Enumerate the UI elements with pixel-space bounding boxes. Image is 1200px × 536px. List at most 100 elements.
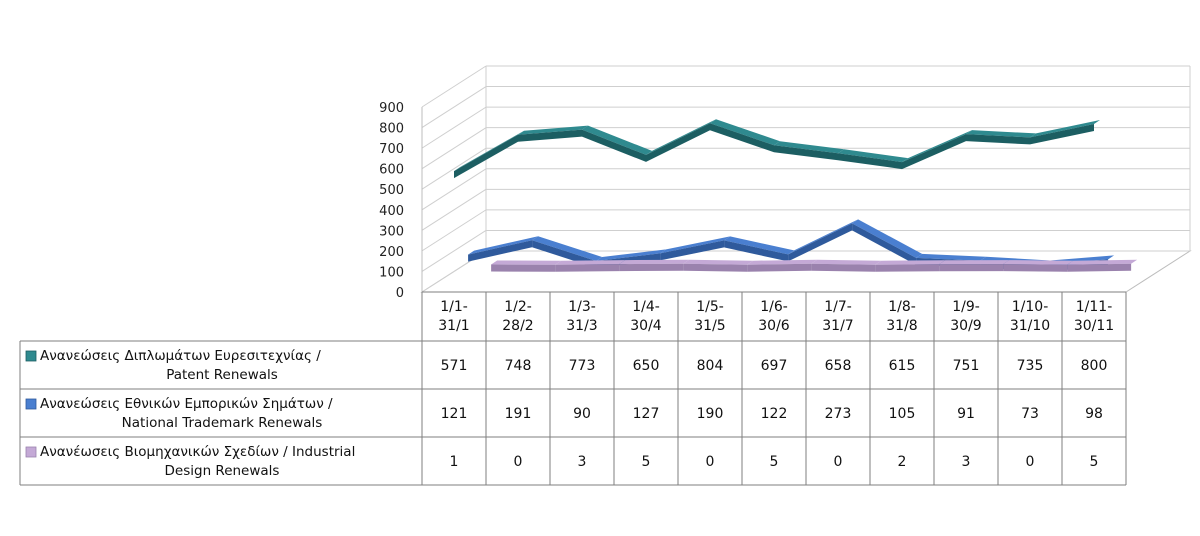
category-label: 31/5 <box>694 318 725 334</box>
table-cell-value: 650 <box>633 358 660 374</box>
y-tick-label: 700 <box>379 142 404 157</box>
ribbon-top <box>491 260 562 265</box>
category-label: 1/4- <box>632 299 660 315</box>
legend-label: Ανανέωσεις Βιομηχανικών Σχεδίων / Indust… <box>40 444 355 460</box>
y-tick-label: 500 <box>379 183 404 198</box>
table-cell-value: 5 <box>770 454 779 470</box>
ribbon-front <box>454 134 518 179</box>
ribbon-front <box>683 263 748 272</box>
ribbon-top <box>582 125 652 155</box>
ribbon-front <box>582 129 646 162</box>
category-label: 31/8 <box>886 318 917 334</box>
table-cell-value: 0 <box>706 454 715 470</box>
legend-label: Patent Renewals <box>166 367 278 383</box>
ribbon-top <box>596 249 667 261</box>
ribbon-top <box>619 259 690 265</box>
ribbon-top <box>454 130 524 172</box>
table-cell-value: 697 <box>761 358 788 374</box>
table-cell-value: 571 <box>441 358 468 374</box>
y-tick-label: 200 <box>379 245 404 260</box>
table-cell-value: 735 <box>1017 358 1044 374</box>
side-gridline <box>421 147 487 190</box>
category-label: 1/7- <box>824 299 852 315</box>
table-cell-value: 658 <box>825 358 852 374</box>
category-label: 31/10 <box>1010 318 1050 334</box>
table-cell-value: 73 <box>1021 406 1039 422</box>
ribbon-front <box>875 264 940 272</box>
ribbon-top <box>710 119 780 146</box>
y-tick-label: 400 <box>379 204 404 219</box>
ribbon-top <box>939 260 1010 265</box>
ribbon-front <box>939 264 1004 272</box>
table-cell-value: 5 <box>642 454 651 470</box>
y-axis: 0 100 200 300 400 500 600 700 800 900 <box>379 101 404 301</box>
ribbon-top <box>788 219 859 255</box>
legend-swatch <box>25 446 37 458</box>
ribbon-top <box>1003 260 1074 265</box>
side-gridline <box>421 230 487 272</box>
legend-swatch <box>25 398 37 410</box>
category-label: 1/1- <box>440 299 468 315</box>
ribbon-top <box>724 236 795 255</box>
data-table: 1/1- 31/1 1/2- 28/2 1/3- 31/3 1/4- 30/4 1/5- 31/5… <box>19 291 1127 486</box>
table-cell-value: 615 <box>889 358 916 374</box>
ribbon-top <box>660 236 731 254</box>
y-tick-label: 800 <box>379 122 404 137</box>
side-gridline <box>421 168 487 211</box>
ribbon-front <box>468 240 533 262</box>
table-cell-value: 3 <box>962 454 971 470</box>
ribbon-top <box>1067 259 1138 265</box>
table-cell-value: 751 <box>953 358 980 374</box>
category-label: 30/4 <box>630 318 662 334</box>
table-cell-value: 748 <box>505 358 532 374</box>
ribbon-front <box>774 145 838 161</box>
table-cell-value: 5 <box>1090 454 1099 470</box>
ribbon-front <box>852 223 917 265</box>
category-label: 1/9- <box>952 299 980 315</box>
ribbon-front <box>966 134 1030 145</box>
ribbon-top <box>468 236 539 255</box>
ribbon-top <box>532 236 603 261</box>
ribbon-front <box>555 264 620 272</box>
ribbon-top <box>966 130 1036 138</box>
category-label: 30/11 <box>1074 318 1114 334</box>
category-label: 31/1 <box>438 318 469 334</box>
table-cell-value: 1 <box>450 454 459 470</box>
table-cell-value: 91 <box>957 406 975 422</box>
legend-label: Ανανεώσεις Εθνικών Εμπορικών Σημάτων / <box>40 396 333 412</box>
ribbon-top <box>518 125 588 135</box>
legend-swatch <box>25 350 37 362</box>
category-label: 1/3- <box>568 299 596 315</box>
ribbon-top <box>774 141 844 154</box>
side-gridline <box>421 86 487 128</box>
ribbon-front <box>518 129 582 142</box>
ribbon-front <box>1030 124 1094 145</box>
chart-walls <box>420 65 1192 293</box>
y-tick-label: 0 <box>396 286 404 301</box>
table-cell-value: 105 <box>889 406 916 422</box>
side-gridline <box>421 127 487 170</box>
category-label: 1/6- <box>760 299 788 315</box>
y-tick-label: 300 <box>379 224 404 239</box>
ribbon-front <box>710 123 774 153</box>
table-cell-value: 804 <box>697 358 724 374</box>
ribbon-top <box>838 149 908 163</box>
category-label: 1/10- <box>1012 299 1049 315</box>
table-cell-value: 127 <box>633 406 660 422</box>
table-cell-value: 0 <box>1026 454 1035 470</box>
ribbon-top <box>683 259 754 265</box>
ribbon-front <box>747 263 812 272</box>
side-gridline <box>421 188 487 231</box>
table-cell-value: 773 <box>569 358 596 374</box>
ribbon-front <box>811 263 876 272</box>
category-label: 28/2 <box>502 318 533 334</box>
table-cell-value: 2 <box>898 454 907 470</box>
legend-label: Design Renewals <box>165 463 280 479</box>
ribbon-top <box>1030 120 1100 138</box>
ribbon-top <box>916 253 987 261</box>
legend-label: Ανανεώσεις Διπλωμάτων Ευρεσιτεχνίας / <box>40 348 321 364</box>
table-cell-value: 190 <box>697 406 724 422</box>
category-label: 1/2- <box>504 299 532 315</box>
table-cell-value: 90 <box>573 406 591 422</box>
